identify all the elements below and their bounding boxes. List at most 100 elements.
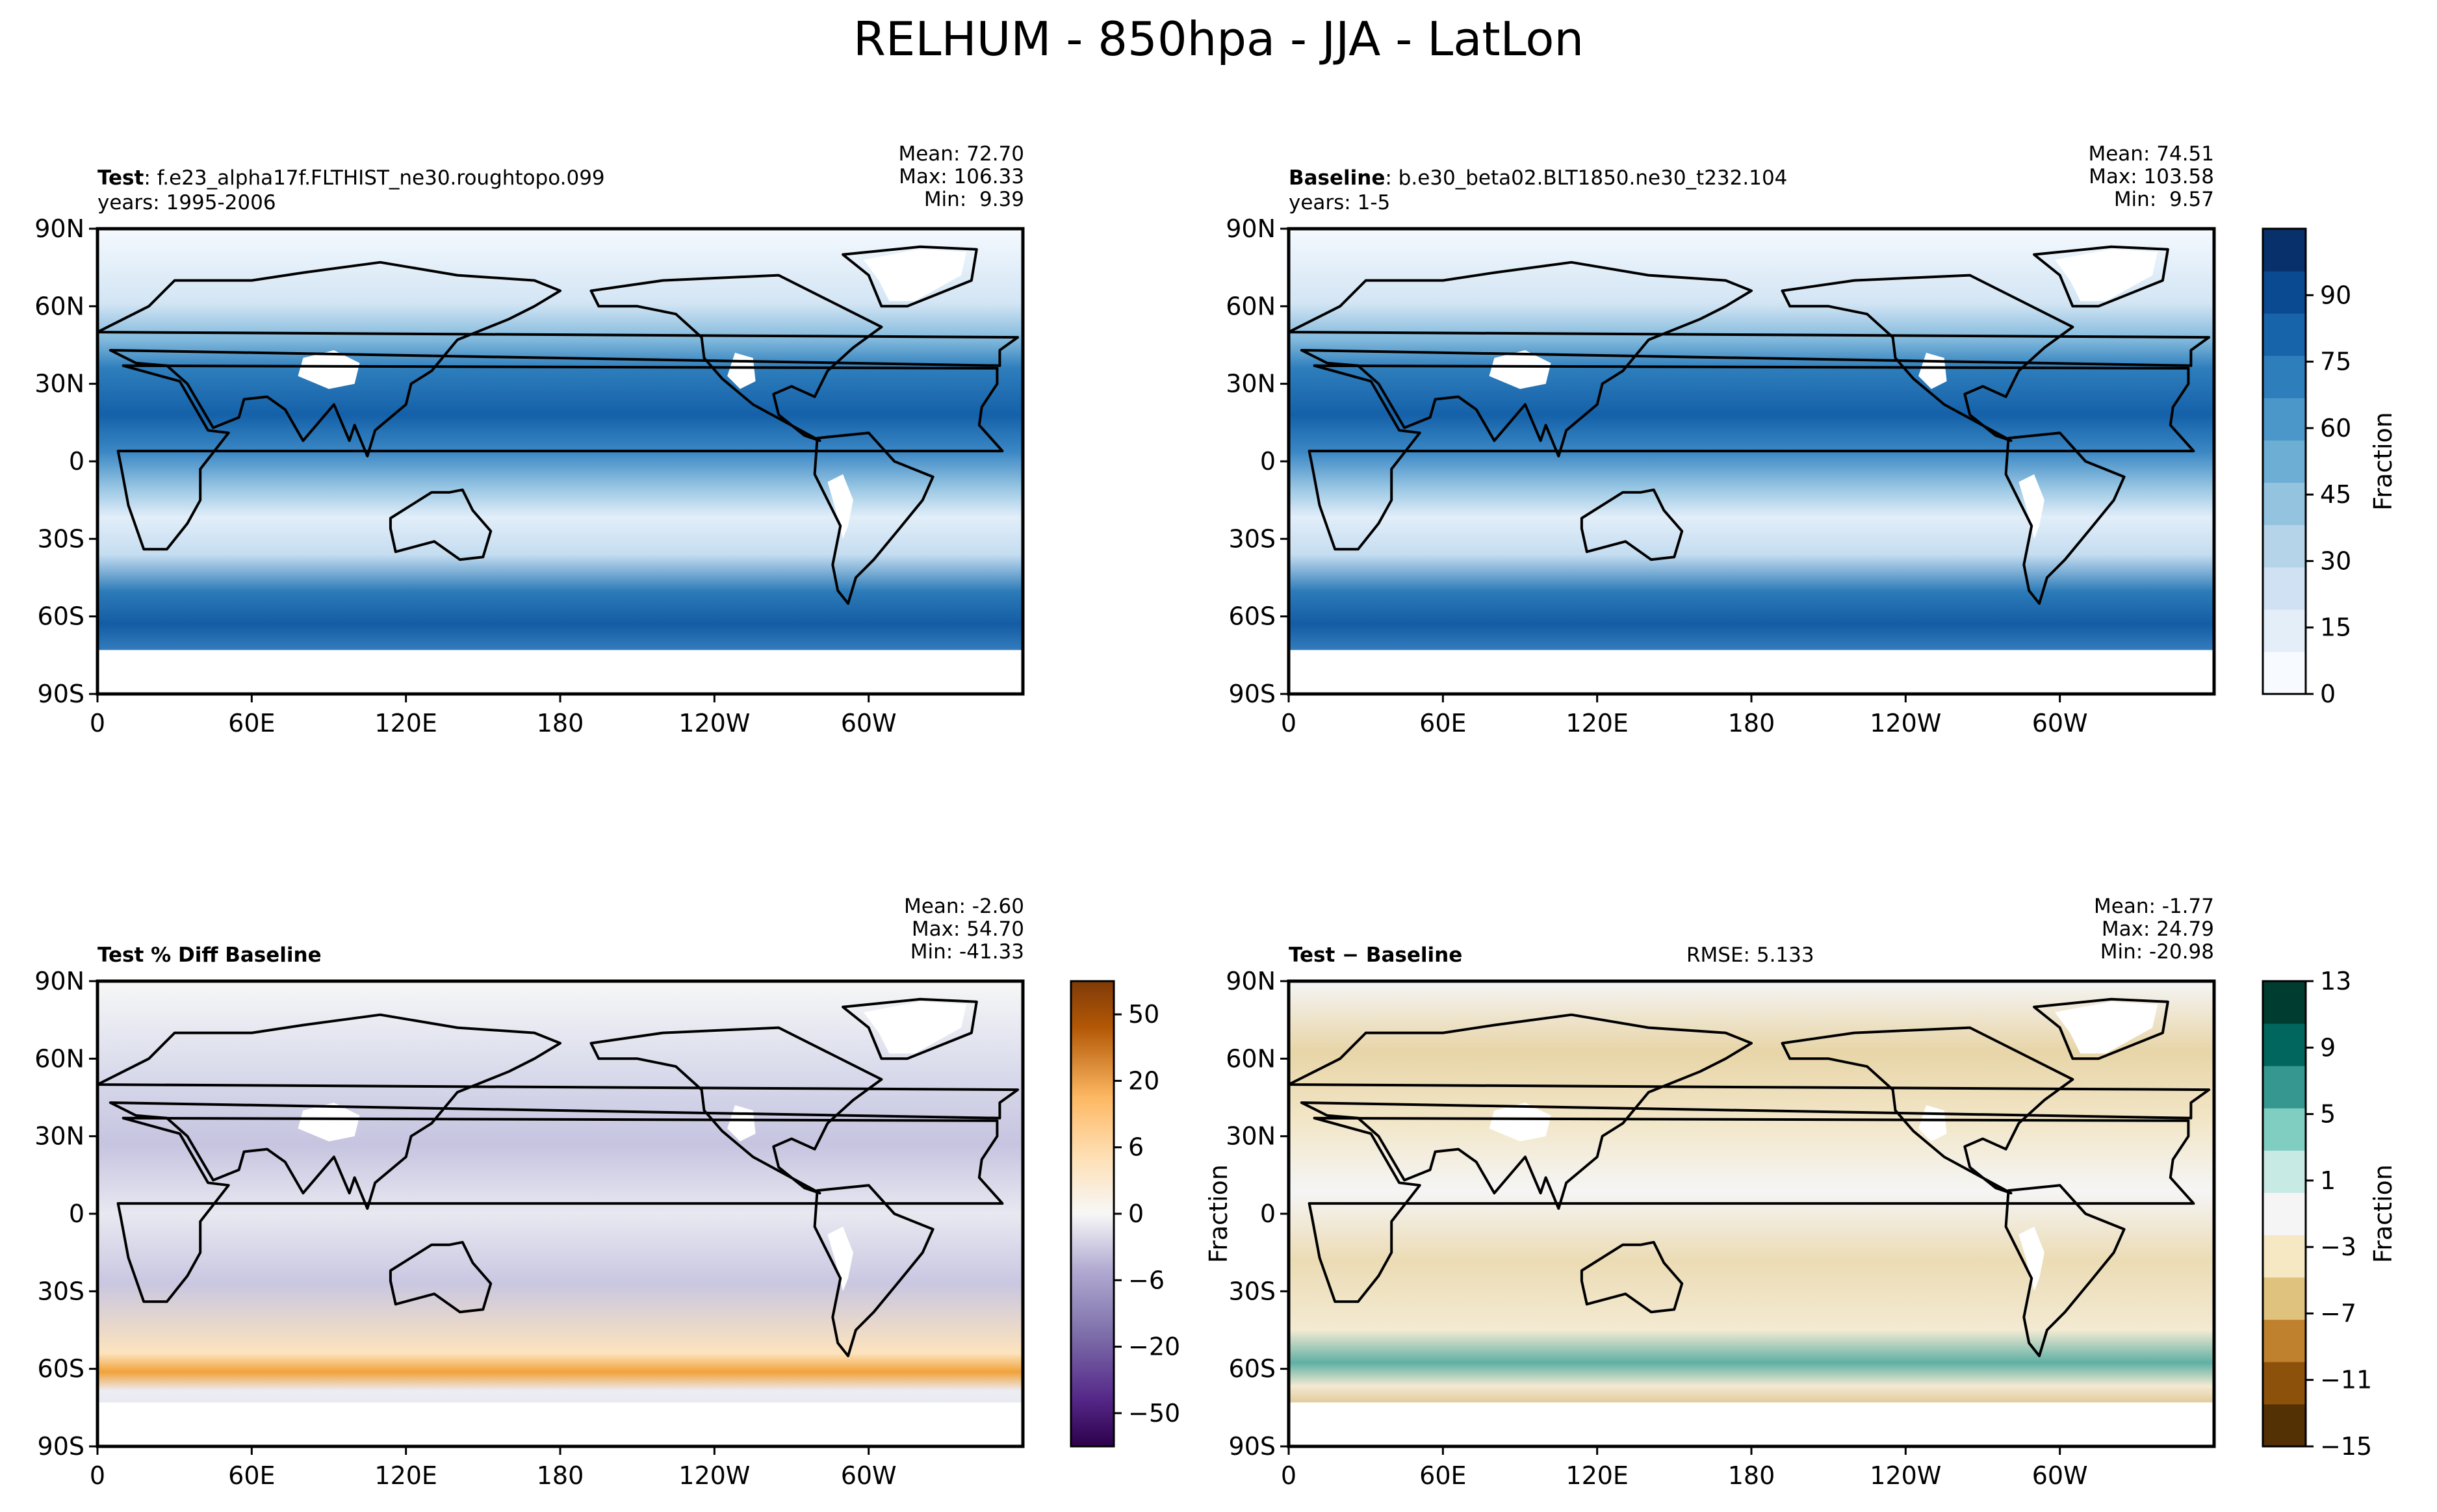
y-tick-label: 90S	[1229, 1432, 1276, 1461]
missing-data-mask	[2054, 249, 2158, 301]
x-tick-label: 60E	[1419, 1461, 1466, 1490]
coastline	[2004, 431, 2126, 605]
colorbar-tick-label: −7	[2320, 1299, 2356, 1327]
missing-data-mask	[2018, 1226, 2044, 1292]
coastline	[389, 1240, 493, 1314]
colorbar-tick-label: 45	[2320, 480, 2351, 509]
coastline	[1781, 1026, 2074, 1195]
colorbar-frame	[2262, 227, 2307, 695]
y-tick-label: 90S	[1229, 680, 1276, 708]
colorbar-tick-label: 75	[2320, 348, 2351, 376]
y-tick-label: 60S	[1229, 1355, 1276, 1383]
missing-data-mask	[827, 1226, 853, 1292]
colorbar-swatch	[2263, 524, 2306, 568]
y-tick-label: 0	[1260, 447, 1276, 476]
colorbar-tick-label: 5	[2320, 1100, 2336, 1129]
coastline	[589, 1026, 883, 1195]
x-tick-label: 180	[1728, 709, 1775, 737]
panel-baseline-label: Baseline: b.e30_beta02.BLT1850.ne30_t232…	[1289, 166, 1787, 190]
y-tick-label: 30N	[1226, 370, 1276, 398]
colorbar-tick-label: 0	[1128, 1199, 1144, 1228]
x-tick-label: 0	[1281, 709, 1296, 737]
x-tick-label: 0	[90, 709, 105, 737]
coastline	[2033, 245, 2169, 308]
colorbar-diff: −15 −11 −7 −3 1 5 9 13 Fraction	[2262, 967, 2397, 1461]
colorbar-tick-label: 30	[2320, 546, 2351, 575]
map-panel-pctdiff: 0 60E 120E 180 120W 60W 90N 60N 30N 0 30S 60S 90S	[34, 967, 1025, 1490]
colorbar-swatch	[2263, 1319, 2306, 1363]
missing-data-mask	[863, 249, 966, 301]
missing-data-mask	[827, 474, 853, 539]
colorbar-tick-label: −20	[1128, 1333, 1180, 1361]
x-tick-label: 60E	[228, 709, 275, 737]
missing-data-mask	[2018, 474, 2044, 539]
missing-data-mask	[1489, 1103, 1551, 1142]
panel-pctdiff-min: Min: -41.33	[910, 940, 1024, 964]
colorbar-tick-label: −6	[1128, 1266, 1165, 1294]
coastline	[97, 1013, 1020, 1210]
x-tick-label: 60W	[2032, 709, 2088, 737]
y-tick-label: 30S	[38, 1277, 84, 1305]
coastline	[2004, 1184, 2126, 1357]
y-tick-label: 0	[1260, 1199, 1276, 1228]
missing-data-mask	[298, 350, 360, 389]
panel-diff-mean: Mean: -1.77	[2094, 895, 2214, 918]
panel-test-max: Max: 106.33	[899, 165, 1024, 188]
coastline	[589, 274, 883, 442]
x-tick-label: 120E	[374, 709, 437, 737]
panel-diff-min: Min: -20.98	[2100, 940, 2214, 964]
colorbar-label: Fraction	[2369, 1164, 2397, 1263]
colorbar-swatch	[2263, 1192, 2306, 1236]
colorbar-tick-label: 13	[2320, 967, 2351, 995]
colorbar-tick-label: −50	[1128, 1399, 1180, 1428]
colorbar-fill	[1071, 981, 1114, 1446]
colorbars: 0153045607590Fraction−50−20−6062050−15−1…	[1070, 227, 2397, 1461]
panel-pctdiff-label-bold: Test % Diff Baseline	[97, 943, 322, 967]
panel-diff-ylabel: Fraction	[1204, 1164, 1233, 1263]
x-tick-label: 60W	[2032, 1461, 2088, 1490]
colorbar-swatch	[2263, 1108, 2306, 1151]
colorbar-tick-label: 0	[2320, 680, 2336, 708]
x-tick-label: 60W	[841, 1461, 897, 1490]
x-tick-label: 180	[537, 709, 584, 737]
coastline	[389, 488, 493, 561]
colorbar-swatch	[2263, 1235, 2306, 1278]
colorbar-swatch	[2263, 1150, 2306, 1193]
y-tick-label: 90S	[38, 680, 84, 708]
y-tick-label: 90N	[34, 214, 84, 243]
panel-diff-label: Test − Baseline	[1289, 943, 1462, 967]
colorbar-swatch	[2263, 440, 2306, 483]
antarctic-mask	[97, 1402, 1023, 1446]
colorbar-swatch	[2263, 271, 2306, 314]
y-tick-label: 30N	[1226, 1122, 1276, 1151]
colorbar-abs: 0 15 30 45 60 75 90 Fraction	[2262, 227, 2397, 708]
figure-title: RELHUM - 850hpa - JJA - LatLon	[853, 12, 1584, 66]
colorbar-swatch	[2263, 1361, 2306, 1405]
colorbar-tick-label: −15	[2320, 1432, 2372, 1461]
panel-baseline-stats: Mean: 74.51 Max: 103.58 Min: 9.57	[2088, 143, 2214, 211]
panel-pctdiff-max: Max: 54.70	[911, 917, 1024, 941]
coastline	[97, 261, 1020, 457]
coastline	[1289, 261, 2211, 457]
colorbar-swatch	[2263, 1277, 2306, 1320]
x-tick-label: 0	[1281, 1461, 1296, 1490]
coastline	[813, 1184, 935, 1357]
x-tick-label: 120W	[1870, 1461, 1941, 1490]
coastline	[1289, 1013, 2211, 1210]
x-tick-label: 0	[90, 1461, 105, 1490]
y-tick-label: 60S	[38, 602, 84, 631]
colorbar-swatch	[2263, 482, 2306, 526]
panel-pctdiff-stats: Mean: -2.60 Max: 54.70 Min: -41.33	[904, 895, 1024, 964]
panel-diff-max: Max: 24.79	[2101, 917, 2214, 941]
colorbar-tick-label: 20	[1128, 1066, 1159, 1095]
colorbar-swatch	[2263, 1023, 2306, 1066]
antarctic-mask	[1289, 650, 2214, 694]
colorbar-tick-label: 15	[2320, 613, 2351, 642]
colorbar-swatch	[2263, 567, 2306, 610]
colorbar-label: Fraction	[2369, 412, 2397, 511]
missing-data-mask	[2054, 1001, 2158, 1054]
y-tick-label: 90N	[34, 967, 84, 995]
y-tick-label: 30N	[34, 370, 84, 398]
